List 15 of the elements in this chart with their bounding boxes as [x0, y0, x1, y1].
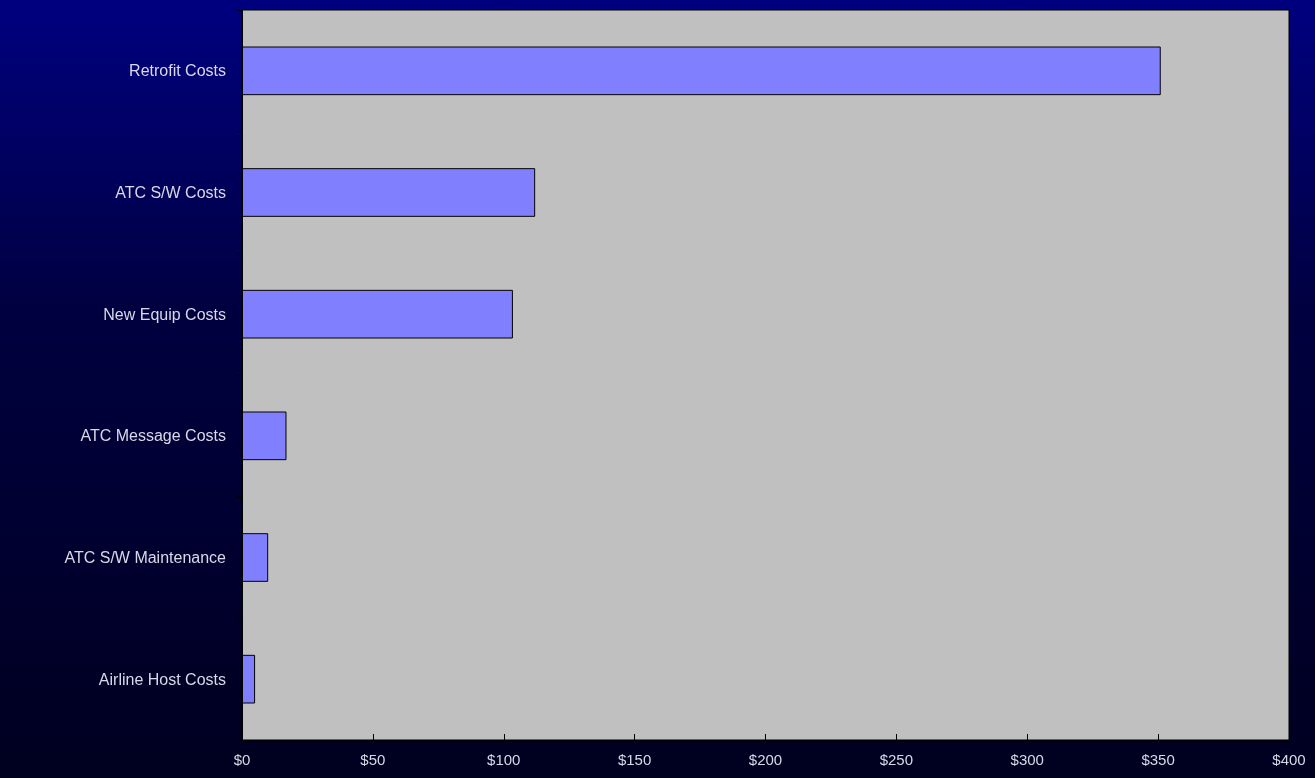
- x-tick-label: $400: [1272, 751, 1306, 768]
- x-tick-label: $200: [748, 751, 783, 768]
- x-tick-label: $250: [879, 751, 914, 768]
- x-tick-label: $300: [1010, 751, 1044, 768]
- y-tick-label: Airline Host Costs: [98, 670, 226, 688]
- x-tick-label: $50: [360, 751, 386, 768]
- y-tick-label: ATC S/W Maintenance: [64, 549, 227, 566]
- y-tick-label: Retrofit Costs: [129, 62, 226, 80]
- y-tick-label: New Equip Costs: [103, 305, 226, 323]
- x-tick-label: $0: [233, 751, 251, 768]
- x-tick-label: $150: [617, 751, 652, 768]
- y-tick-label: ATC Message Costs: [80, 427, 226, 445]
- y-tick-label: ATC S/W Costs: [115, 184, 226, 201]
- x-tick-label: $100: [487, 751, 521, 768]
- x-tick-label: $350: [1141, 751, 1175, 768]
